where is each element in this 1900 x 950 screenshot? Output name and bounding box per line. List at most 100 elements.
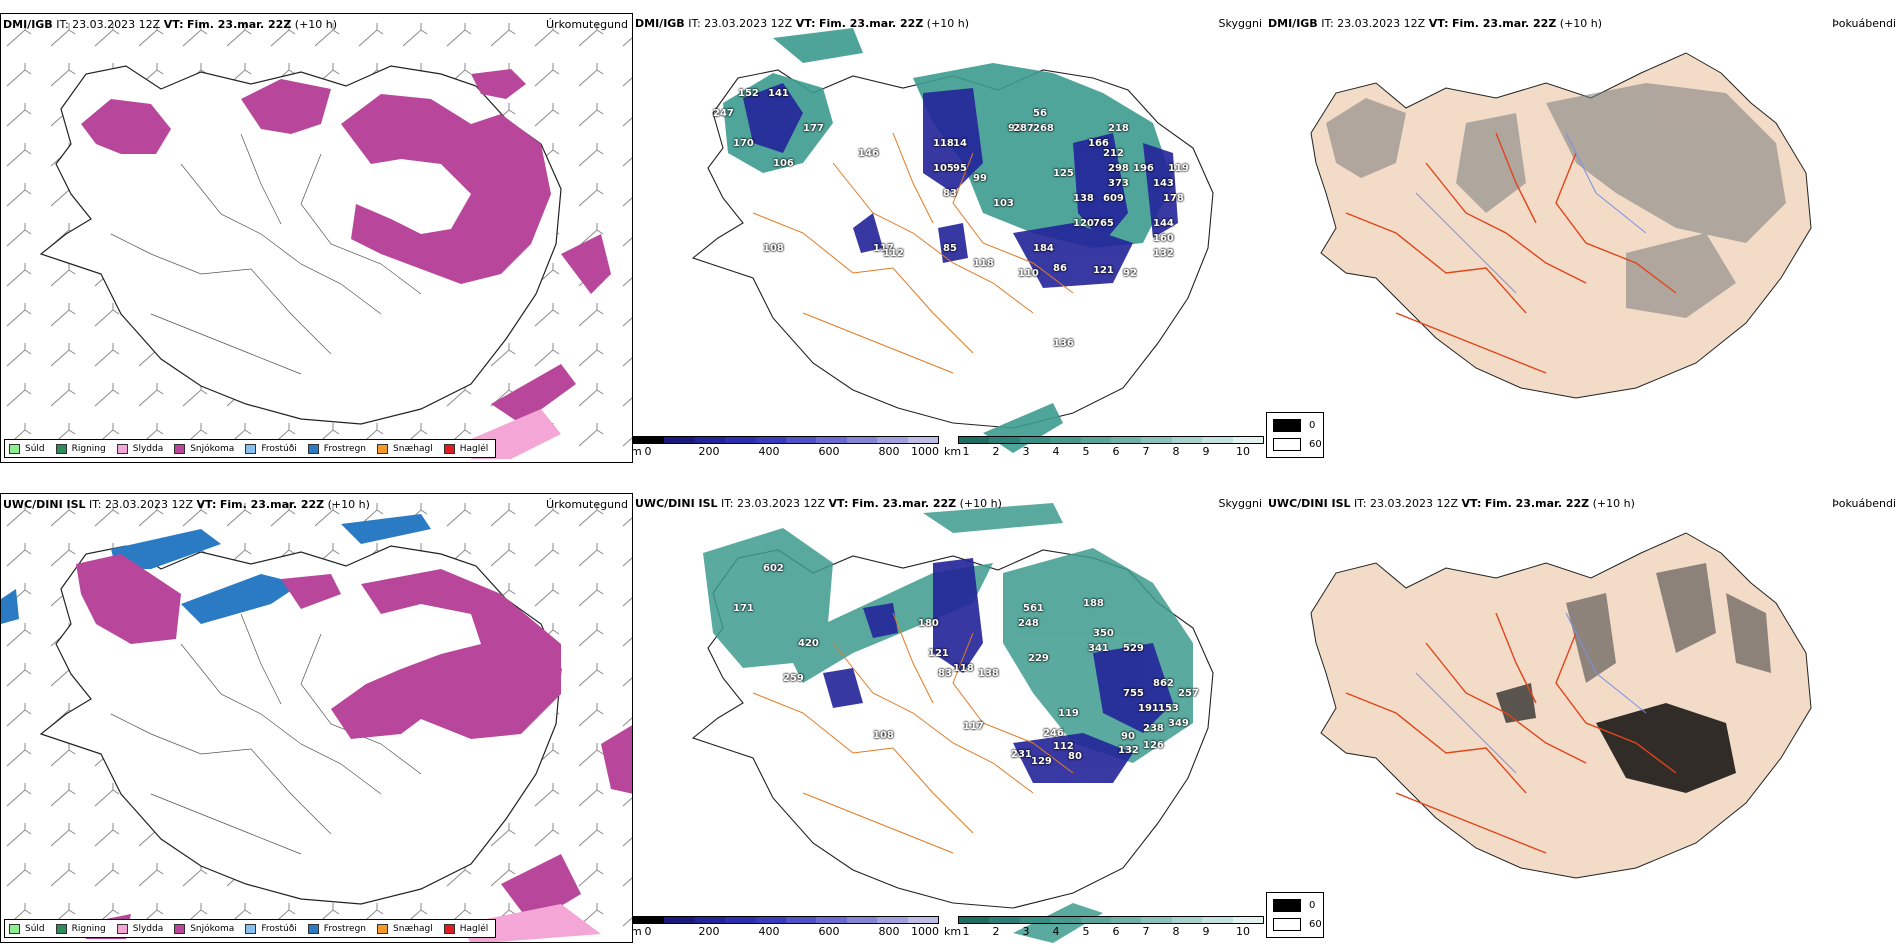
panel-variable-label: Þokuábendi: [1832, 497, 1896, 510]
visibility-colorbar-ticks: km 1 2 3 4 5 6 7 8 9 10: [944, 925, 1250, 938]
precip-type-panel-bottom: UWC/DINI ISL IT: 23.03.2023 12Z VT: Fim.…: [0, 493, 633, 943]
legend-swatch: [55, 923, 67, 934]
ceiling-value-label: 287: [1013, 123, 1034, 134]
legend-item: Rigning: [52, 443, 113, 454]
ceiling-value-label: 141: [768, 88, 789, 99]
precip-legend: Súld Rigning Slydda Snjókoma Frostúði Fr…: [4, 439, 497, 458]
roads: [1345, 612, 1677, 854]
roads: [752, 132, 1074, 374]
ceiling-value-label: 85: [943, 243, 957, 254]
legend-item: Frostregn: [304, 443, 373, 454]
ceiling-value-label: 110: [1018, 268, 1039, 279]
ceiling-value-label: 118: [953, 663, 974, 674]
fog-shading: [1566, 563, 1771, 683]
fog-panel-top: DMI/IGB IT: 23.03.2023 12Z VT: Fim. 23.m…: [1266, 13, 1900, 463]
legend-item: Rigning: [52, 923, 113, 934]
ceiling-value-label: 178: [1163, 193, 1184, 204]
ceiling-value-label: 117: [873, 243, 894, 254]
legend-item: Snæhagl: [373, 443, 440, 454]
legend-swatch: [174, 443, 186, 454]
visibility-colorbar: km 1 2 3 4 5 6 7 8 9 10: [944, 916, 1264, 938]
ceiling-value-label: 125: [1053, 168, 1074, 179]
ceiling-value-label: 152: [738, 88, 759, 99]
ceiling-value-label: 136: [1053, 338, 1074, 349]
ceiling-value-label: 196: [1133, 163, 1154, 174]
legend-swatch: [307, 443, 319, 454]
ceiling-value-label: 119: [1168, 163, 1189, 174]
ceiling-value-label: 160: [1153, 233, 1174, 244]
panel-title: UWC/DINI ISL IT: 23.03.2023 12Z VT: Fim.…: [3, 498, 370, 511]
legend-item: Slydda: [113, 923, 170, 934]
ceiling-value-label: 118: [973, 258, 994, 269]
ceiling-value-label: 95: [1008, 123, 1022, 134]
ceiling-value-label: 92: [1123, 268, 1137, 279]
ceiling-value-label: 90: [1121, 731, 1135, 742]
ceiling-value-label: 138: [978, 668, 999, 679]
fog-legend-swatch: [1273, 918, 1301, 931]
ceiling-panel-bottom: UWC/DINI ISL IT: 23.03.2023 12Z VT: Fim.…: [633, 493, 1266, 943]
legend-item: Snæhagl: [373, 923, 440, 934]
ceiling-value-label: 268: [1033, 123, 1054, 134]
ceiling-value-label: 373: [1108, 178, 1129, 189]
ceiling-value-label: 95: [953, 163, 967, 174]
ceiling-value-label: 349: [1168, 718, 1189, 729]
freezing-rain-areas: [1, 514, 431, 624]
ceiling-value-label: 132: [1118, 745, 1139, 756]
ceiling-value-label: 129: [1031, 756, 1052, 767]
legend-item: Frostúði: [241, 923, 303, 934]
ceiling-value-label: 561: [1023, 603, 1044, 614]
panel-title: UWC/DINI ISL IT: 23.03.2023 12Z VT: Fim.…: [635, 497, 1002, 510]
ceiling-value-label: 420: [798, 638, 819, 649]
ceiling-value-label: 153: [1158, 703, 1179, 714]
ceiling-value-label: 188: [1083, 598, 1104, 609]
ceiling-value-label: 529: [1123, 643, 1144, 654]
ceiling-value-label: 180: [918, 618, 939, 629]
legend-item: Súld: [5, 443, 52, 454]
ceiling-value-label: 121: [1093, 265, 1114, 276]
ceiling-value-label: 862: [1153, 678, 1174, 689]
panel-variable-label: Skyggni: [1218, 17, 1262, 30]
ceiling-value-label: 119: [1058, 708, 1079, 719]
roads: [1345, 132, 1677, 374]
panel-title: DMI/IGB IT: 23.03.2023 12Z VT: Fim. 23.m…: [635, 17, 970, 30]
ceiling-value-label: 238: [1143, 723, 1164, 734]
ceiling-value-label: 118: [933, 138, 954, 149]
legend-swatch: [174, 923, 186, 934]
fog-legend-swatch: [1273, 419, 1301, 432]
ceiling-value-label: 298: [1108, 163, 1129, 174]
ceiling-value-label: 108: [763, 243, 784, 254]
ceiling-value-label: 126: [1143, 740, 1164, 751]
legend-item: Haglél: [440, 443, 496, 454]
ceiling-value-label: 80: [1068, 751, 1082, 762]
ceiling-value-label: 341: [1088, 643, 1109, 654]
visibility-colorbar-ticks: km 1 2 3 4 5 6 7 8 9 10: [944, 445, 1250, 458]
ceiling-value-label: 83: [943, 188, 957, 199]
ceiling-value-label: 765: [1093, 218, 1114, 229]
panel-variable-label: Úrkomutegund: [546, 498, 628, 511]
fog-legend-row: 60: [1273, 438, 1322, 451]
ceiling-value-label: 138: [1073, 193, 1094, 204]
legend-swatch: [55, 443, 67, 454]
ceiling-value-label: 259: [783, 673, 804, 684]
low-ceiling-areas: [823, 558, 1173, 783]
fog-legend-row: 0: [1273, 899, 1315, 912]
ceiling-value-label: 166: [1088, 138, 1109, 149]
ceiling-value-label: 103: [993, 198, 1014, 209]
legend-swatch: [245, 443, 257, 454]
snowfall-areas: [76, 554, 632, 924]
fog-legend-row: 0: [1273, 419, 1315, 432]
fog-panel-bottom: UWC/DINI ISL IT: 23.03.2023 12Z VT: Fim.…: [1266, 493, 1900, 943]
ceiling-value-label: 602: [763, 563, 784, 574]
ceiling-value-label: 184: [1033, 243, 1054, 254]
legend-swatch: [377, 443, 389, 454]
ceiling-map-top: [691, 28, 1214, 453]
ceiling-value-label: 609: [1103, 193, 1124, 204]
fog-shading: [1326, 83, 1786, 318]
visibility-colorbar: km 1 2 3 4 5 6 7 8 9 10: [944, 436, 1264, 458]
legend-swatch: [443, 443, 455, 454]
panel-variable-label: Úrkomutegund: [546, 18, 628, 31]
snowfall-areas: [81, 69, 611, 424]
ceiling-value-label: 191: [1138, 703, 1159, 714]
panel-variable-label: Skyggni: [1218, 497, 1262, 510]
ceiling-value-label: 218: [1108, 123, 1129, 134]
